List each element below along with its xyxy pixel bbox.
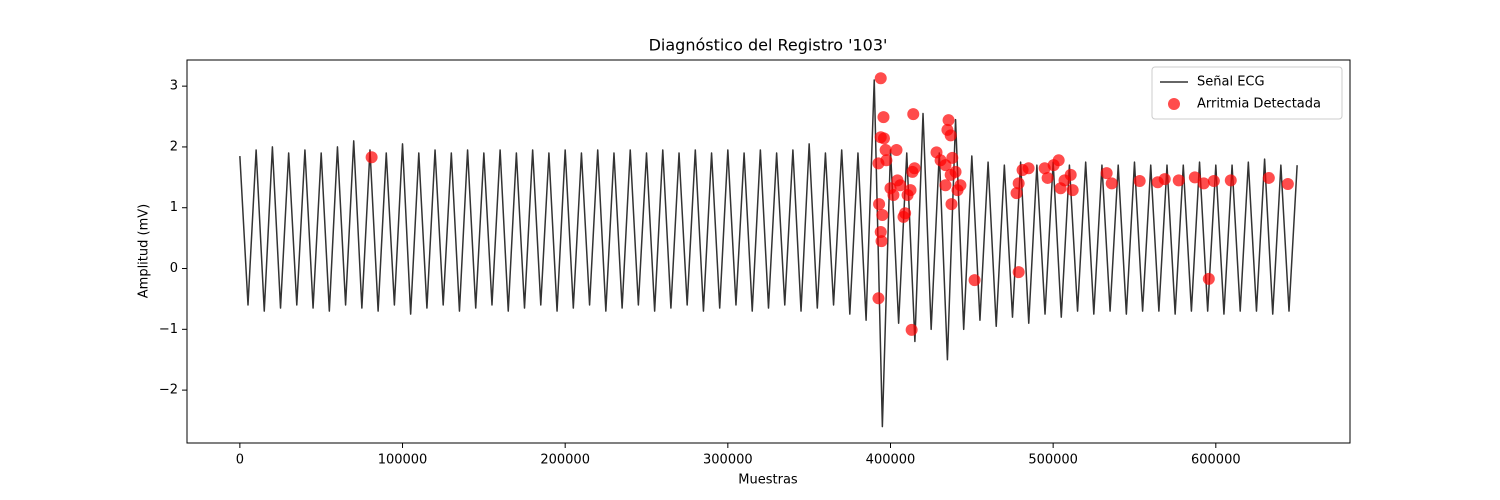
arrhythmia-point [939, 179, 952, 192]
legend-label: Señal ECG [1197, 75, 1265, 90]
x-tick-label: 600000 [1191, 453, 1241, 468]
arrhythmia-point [1010, 187, 1023, 200]
x-tick-label: 400000 [866, 453, 916, 468]
arrhythmia-point [954, 179, 967, 192]
arrhythmia-point [905, 323, 918, 336]
arrhythmia-point [874, 226, 887, 239]
arrhythmia-point [944, 129, 957, 142]
arrhythmia-point [872, 292, 885, 305]
arrhythmia-point [1207, 174, 1220, 187]
arrhythmia-point [1281, 178, 1294, 191]
arrhythmia-point [1202, 272, 1215, 285]
arrhythmia-point [894, 179, 907, 192]
x-tick-label: 300000 [703, 453, 753, 468]
arrhythmia-point [946, 151, 959, 164]
x-tick-label: 100000 [378, 453, 428, 468]
ecg-line [239, 79, 1298, 428]
plot-area [239, 72, 1298, 428]
arrhythmia-point [942, 114, 955, 127]
arrhythmia-point [1224, 174, 1237, 187]
legend-box [1151, 66, 1343, 120]
y-tick-label: 3 [170, 79, 178, 94]
plot-frame [186, 59, 1351, 444]
x-tick-label: 0 [236, 453, 244, 468]
arrhythmia-point [1052, 154, 1065, 167]
y-tick-label: 0 [170, 261, 178, 276]
chart-title: Diagnóstico del Registro '103' [649, 36, 888, 55]
arrhythmia-point [968, 274, 981, 287]
x-tick-label: 500000 [1028, 453, 1078, 468]
arrhythmia-point [904, 184, 917, 197]
arrhythmia-point [1041, 171, 1054, 184]
y-tick-label: −1 [159, 322, 178, 337]
arrhythmia-point [945, 198, 958, 211]
arrhythmia-point [1197, 177, 1210, 190]
arrhythmia-point [899, 207, 912, 220]
arrhythmia-point [874, 72, 887, 85]
legend-label: Arritmia Detectada [1197, 97, 1321, 112]
arrhythmia-point [1172, 174, 1185, 187]
arrhythmia-point [365, 151, 378, 164]
y-tick-label: 2 [170, 139, 178, 154]
arrhythmia-point [1066, 184, 1079, 197]
arrhythmia-point [887, 188, 900, 201]
arrhythmia-point [877, 132, 890, 145]
arrhythmia-point [1012, 266, 1025, 279]
legend-marker [1168, 98, 1180, 110]
y-tick-label: −2 [159, 383, 178, 398]
arrhythmia-point [1064, 168, 1077, 181]
arrhythmia-point [908, 162, 921, 175]
arrhythmia-point [1100, 167, 1113, 180]
arrhythmia-point [1105, 177, 1118, 190]
arrhythmia-point [1158, 173, 1171, 186]
arrhythmia-point [873, 198, 886, 211]
y-tick-label: 1 [170, 200, 178, 215]
y-axis-label: Amplitud (mV) [137, 204, 152, 298]
arrhythmia-point [907, 108, 920, 121]
arrhythmia-point [875, 235, 888, 248]
arrhythmia-point [1133, 174, 1146, 187]
arrhythmia-point [877, 111, 890, 124]
arrhythmia-point [1188, 171, 1201, 184]
x-axis-label: Muestras [738, 473, 798, 488]
arrhythmia-point [1012, 177, 1025, 190]
x-tick-label: 200000 [540, 453, 590, 468]
arrhythmia-point [879, 143, 892, 156]
arrhythmia-point [1022, 162, 1035, 175]
arrhythmia-point [949, 165, 962, 178]
arrhythmia-point [890, 143, 903, 156]
arrhythmia-point [1262, 171, 1275, 184]
arrhythmia-point [876, 209, 889, 222]
arrhythmia-point [880, 154, 893, 167]
